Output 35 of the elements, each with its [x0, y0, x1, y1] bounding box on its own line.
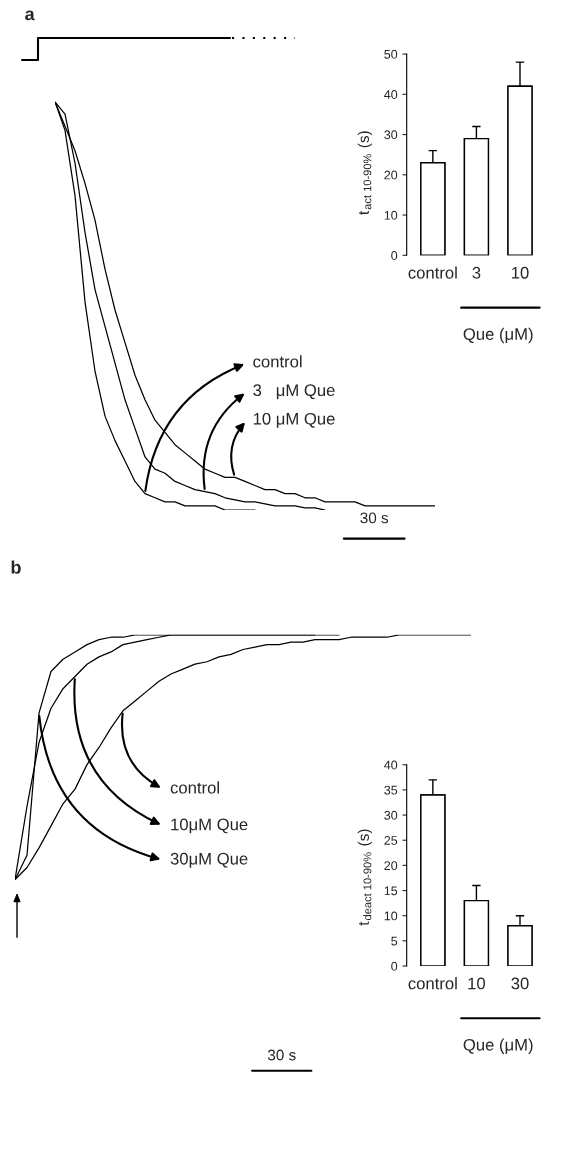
x-tick-label: control — [408, 977, 457, 990]
text: 30 s — [267, 1049, 296, 1061]
y-tick-label: 25 — [384, 836, 398, 845]
legend-label: 10 μM Que — [253, 412, 335, 428]
chart-title: b — [11, 560, 21, 574]
y-tick-label: 40 — [384, 90, 398, 99]
chart-title: a — [25, 10, 35, 21]
x-tick-label: 10 — [512, 266, 529, 279]
y-tick-label: 50 — [384, 49, 398, 59]
legend-label: 10μM Que — [171, 818, 248, 834]
y-axis-title: tact 10-90% (s) — [357, 131, 372, 215]
legend-label: 3 μM Que — [253, 384, 335, 400]
x-tick-label: control — [408, 266, 457, 279]
x-tick-label: 30 — [511, 977, 529, 990]
y-tick-label: 10 — [384, 210, 398, 220]
x-axis-title: Que (μM) — [463, 327, 533, 344]
y-tick-label: 15 — [384, 886, 398, 896]
legend-label: 30μM Que — [170, 852, 248, 868]
x-tick-label: 10 — [468, 977, 486, 990]
x-tick-label: 3 — [472, 266, 481, 279]
legend-label: control — [170, 781, 219, 794]
y-tick-label: 40 — [384, 760, 398, 770]
y-tick-label: 20 — [384, 861, 398, 871]
text: 30 s — [360, 512, 389, 524]
y-tick-label: 35 — [384, 785, 398, 795]
y-tick-label: 10 — [384, 911, 398, 921]
y-tick-label: 0 — [391, 251, 398, 260]
legend-label: control — [253, 355, 302, 368]
y-tick-label: 30 — [384, 810, 398, 820]
y-tick-label: 20 — [384, 170, 398, 180]
y-axis-title: tdeact 10-90% (s) — [357, 829, 372, 926]
y-tick-label: 0 — [391, 961, 398, 971]
y-tick-label: 30 — [384, 130, 398, 140]
y-tick-label: 5 — [391, 936, 398, 946]
x-axis-title: Que (μM) — [463, 1038, 533, 1054]
